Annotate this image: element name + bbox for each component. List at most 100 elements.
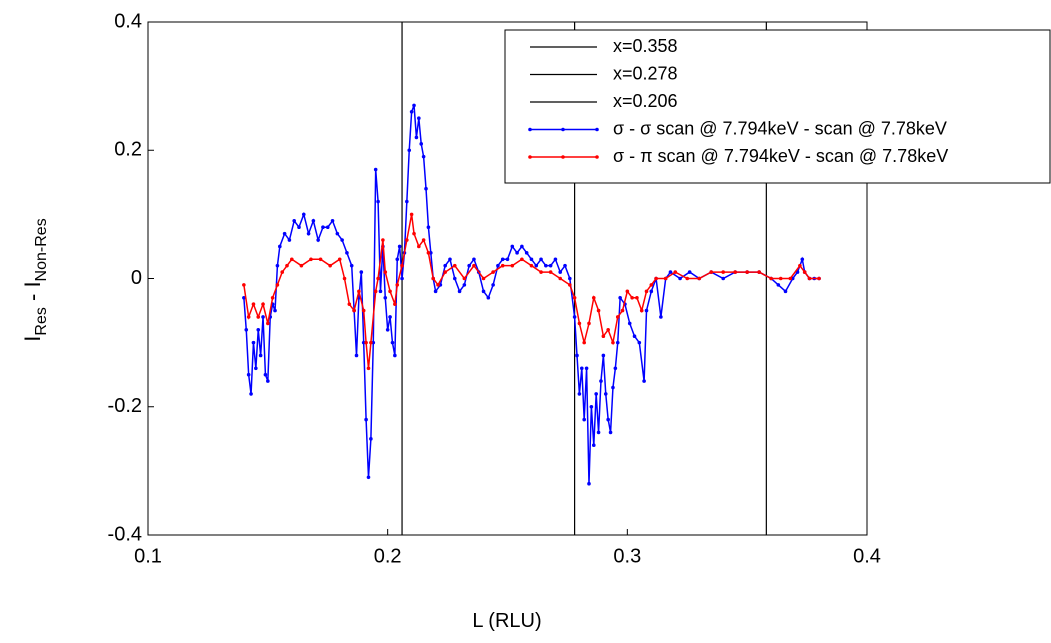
data-point: [431, 276, 436, 281]
y-tick-label: -0.2: [108, 395, 142, 417]
data-point: [668, 270, 673, 274]
data-point: [246, 315, 251, 319]
data-point: [285, 263, 289, 268]
data-point: [424, 186, 428, 191]
data-point: [783, 289, 788, 294]
data-point: [589, 404, 594, 409]
data-point: [409, 212, 414, 217]
data-point: [659, 315, 663, 319]
data-point: [359, 270, 364, 274]
data-point: [242, 295, 246, 300]
data-point: [611, 340, 615, 345]
data-point: [529, 257, 534, 262]
data-point: [654, 276, 658, 281]
y-label-sub: Non-Res: [33, 218, 50, 281]
data-point: [596, 308, 601, 313]
data-point: [376, 276, 380, 281]
data-point: [306, 231, 311, 236]
data-point: [798, 263, 802, 268]
data-point: [342, 276, 347, 281]
data-point: [280, 270, 285, 274]
data-point: [335, 231, 340, 236]
data-point: [584, 366, 589, 371]
data-point: [405, 199, 409, 204]
legend-label: x=0.206: [613, 91, 678, 111]
y-label-sub: Res: [33, 307, 50, 335]
data-point: [311, 218, 316, 223]
legend-label: σ - π scan @ 7.794keV - scan @ 7.78keV: [613, 146, 948, 166]
data-point: [242, 283, 246, 287]
y-tick-label: -0.4: [108, 523, 142, 545]
data-point: [385, 328, 390, 332]
data-point: [275, 263, 280, 268]
data-point: [515, 251, 519, 255]
data-point: [709, 270, 714, 274]
y-label-part: - I: [20, 281, 45, 307]
data-point: [421, 154, 426, 159]
legend-marker: [561, 155, 565, 159]
data-point: [582, 340, 586, 345]
data-point: [316, 238, 320, 242]
data-point: [491, 270, 495, 274]
data-point: [649, 283, 654, 287]
data-point: [721, 270, 725, 274]
data-point: [544, 263, 548, 268]
data-point: [292, 218, 296, 223]
data-point: [258, 353, 263, 358]
data-point: [481, 289, 486, 294]
data-point: [568, 276, 572, 281]
data-point: [354, 353, 359, 358]
data-point: [568, 283, 572, 287]
data-point: [558, 270, 563, 274]
data-point: [603, 392, 608, 396]
y-tick-label: 0.4: [114, 10, 142, 32]
data-point: [687, 270, 692, 274]
data-point: [601, 334, 606, 339]
data-point: [373, 167, 378, 172]
data-point: [405, 238, 409, 242]
data-point: [620, 308, 625, 313]
data-point: [596, 430, 601, 435]
data-point: [553, 257, 558, 262]
data-point: [563, 263, 567, 268]
data-point: [601, 353, 606, 358]
data-point: [807, 276, 812, 281]
data-point: [433, 289, 438, 294]
data-point: [663, 276, 668, 281]
data-point: [548, 263, 553, 268]
data-point: [627, 321, 632, 326]
series-line: [243, 214, 820, 369]
data-point: [249, 392, 253, 396]
data-point: [635, 295, 639, 300]
data-point: [357, 289, 361, 294]
data-point: [457, 289, 462, 294]
data-point: [572, 315, 577, 319]
data-point: [591, 443, 596, 448]
data-point: [644, 308, 649, 313]
data-point: [575, 353, 579, 358]
data-point: [539, 270, 543, 274]
data-point: [491, 283, 495, 287]
data-point: [251, 302, 256, 306]
data-point: [467, 263, 471, 268]
data-point: [325, 225, 330, 229]
data-point: [611, 385, 615, 390]
data-point: [383, 295, 388, 300]
data-point: [414, 135, 419, 140]
data-point: [330, 218, 335, 223]
data-point: [412, 231, 416, 236]
data-point: [615, 340, 620, 345]
data-point: [448, 257, 452, 262]
data-point: [817, 276, 821, 281]
data-point: [802, 270, 807, 274]
data-point: [618, 295, 622, 300]
data-point: [419, 142, 424, 146]
data-point: [297, 225, 301, 229]
data-point: [263, 372, 268, 377]
data-point: [630, 295, 634, 300]
data-point: [407, 148, 412, 153]
data-point: [254, 366, 258, 371]
data-point: [251, 340, 256, 345]
data-point: [426, 251, 431, 255]
